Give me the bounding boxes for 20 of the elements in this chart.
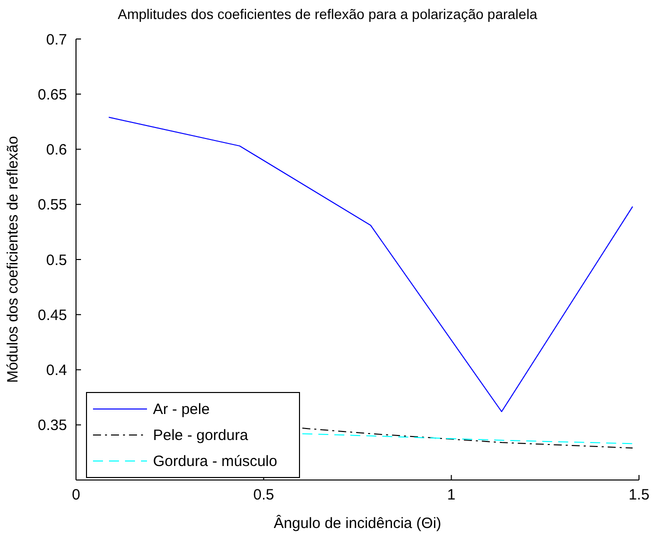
- chart-title: Amplitudes dos coeficientes de reflexão para a polarização paralela: [116, 6, 538, 22]
- y-tick-label: 0.35: [38, 417, 67, 434]
- y-tick-label: 0.7: [46, 31, 67, 48]
- legend-label: Ar - pele: [153, 400, 210, 418]
- y-tick-label: 0.6: [46, 142, 67, 159]
- line-series: [302, 433, 634, 444]
- x-axis-title: Ângulo de incidência (Θi): [274, 514, 442, 532]
- x-tick-label: 0: [72, 486, 80, 504]
- y-tick-label: 0.4: [46, 362, 67, 380]
- legend-label: Pele - gordura: [153, 426, 248, 444]
- line-series: [302, 428, 634, 449]
- x-tick-label: 1.5: [628, 486, 650, 504]
- y-tick-label: 0.5: [46, 252, 67, 269]
- legend-label: Gordura - músculo: [153, 452, 278, 470]
- y-tick-label: 0.45: [38, 306, 67, 324]
- y-axis-title: Módulos dos coeficientes de reflexão: [4, 136, 22, 383]
- x-tick-label: 1: [447, 486, 456, 504]
- y-tick-label: 0.65: [38, 86, 67, 104]
- x-tick-label: 0.5: [253, 486, 274, 504]
- y-tick-label: 0.55: [38, 196, 67, 214]
